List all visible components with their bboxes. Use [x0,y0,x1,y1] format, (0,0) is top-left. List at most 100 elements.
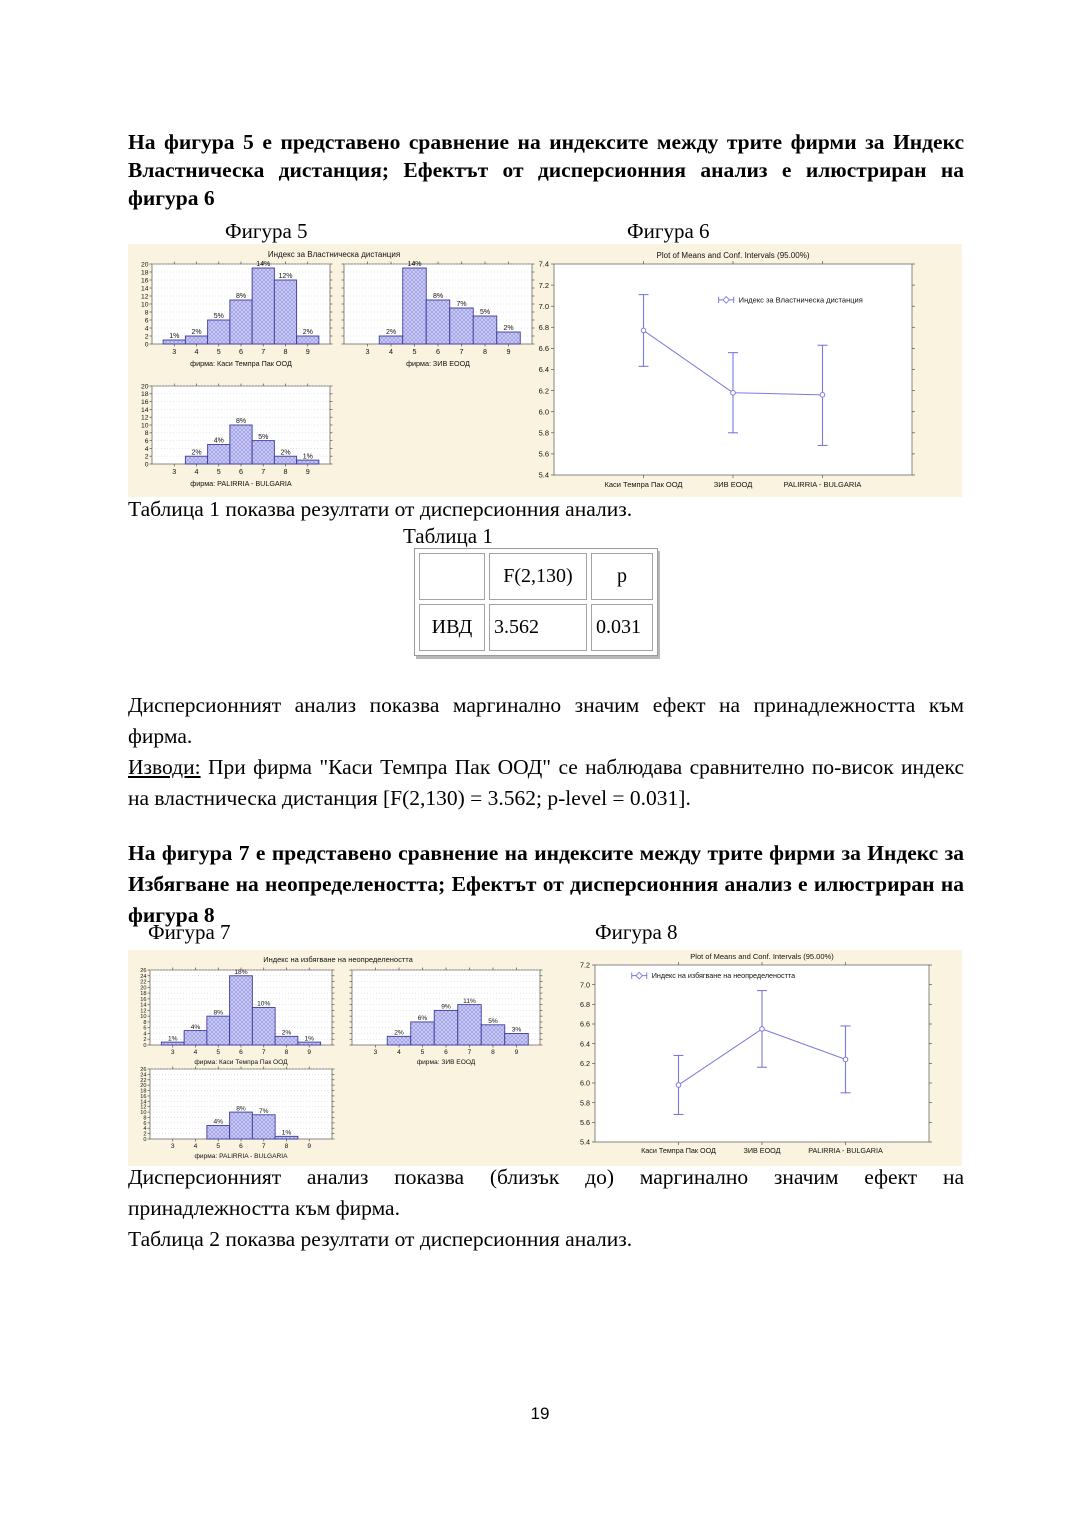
svg-text:12%: 12% [278,273,292,280]
svg-text:20: 20 [140,1083,146,1089]
svg-text:4: 4 [145,325,149,332]
svg-text:6: 6 [239,1049,243,1056]
svg-text:3: 3 [172,467,176,476]
svg-text:6.2: 6.2 [580,1059,590,1068]
svg-text:12: 12 [140,1105,146,1111]
svg-text:6: 6 [436,347,440,356]
figure6-means-plot-chart: Plot of Means and Conf. Intervals (95.00… [539,251,915,489]
section1-conclusions: Изводи: При фирма "Каси Темпра Пак ООД" … [128,752,964,814]
figure5-caption: Фигура 5 [225,219,308,243]
svg-text:6.6: 6.6 [580,1020,590,1029]
svg-text:9: 9 [507,347,511,356]
svg-text:22: 22 [140,1078,146,1084]
svg-text:6.4: 6.4 [539,365,549,374]
section2-heading: На фигура 7 е представено сравнение на и… [128,841,964,927]
svg-text:18: 18 [141,391,149,398]
svg-text:7.2: 7.2 [580,961,590,970]
svg-text:1%: 1% [282,1130,292,1137]
figure8-caption: Фигура 8 [595,920,678,944]
svg-text:8: 8 [143,1115,146,1121]
page-number: 19 [530,1404,550,1423]
svg-text:5%: 5% [214,313,224,320]
svg-text:8: 8 [285,1049,289,1056]
svg-text:5: 5 [413,347,417,356]
svg-text:Каси Темпра Пак ООД: Каси Темпра Пак ООД [604,480,682,489]
svg-text:4: 4 [143,1031,146,1037]
svg-text:PALIRRIA - BULGARIA: PALIRRIA - BULGARIA [784,480,862,489]
svg-text:7.2: 7.2 [539,281,549,290]
svg-text:7: 7 [460,347,464,356]
svg-text:4: 4 [397,1049,401,1056]
svg-text:7%: 7% [259,1108,269,1115]
svg-text:0: 0 [143,1043,146,1049]
svg-text:6: 6 [239,347,243,356]
svg-text:5: 5 [216,1143,220,1150]
table2-intro-text: Таблица 2 показва резултати от дисперсио… [128,1227,633,1251]
svg-text:14: 14 [141,407,149,414]
svg-text:2%: 2% [191,329,201,336]
svg-text:Индекс за Властническа дистанц: Индекс за Властническа дистанция [268,250,400,259]
svg-text:6: 6 [145,317,149,324]
svg-text:0: 0 [143,1137,146,1143]
svg-text:6.8: 6.8 [539,323,549,332]
svg-text:5: 5 [217,467,221,476]
svg-text:фирма: PALIRRIA - BULGARIA: фирма: PALIRRIA - BULGARIA [194,1153,288,1160]
svg-text:4%: 4% [213,1119,223,1126]
svg-text:20: 20 [141,261,149,268]
svg-text:18: 18 [141,269,149,276]
svg-text:12: 12 [141,415,149,422]
figure6-caption: Фигура 6 [627,219,710,243]
svg-text:5.6: 5.6 [580,1118,590,1127]
svg-text:7%: 7% [456,301,466,308]
svg-text:2%: 2% [280,449,290,456]
svg-text:фирма: ЗИВ ЕООД: фирма: ЗИВ ЕООД [417,1059,476,1066]
svg-text:8: 8 [143,1020,146,1026]
svg-text:9%: 9% [441,1004,451,1011]
table-cell-label: ИВД [419,604,485,651]
svg-text:Каси Темпра Пак ООД: Каси Темпра Пак ООД [641,1146,716,1155]
svg-text:14: 14 [141,285,149,292]
svg-text:7: 7 [261,467,265,476]
svg-text:9: 9 [307,1049,311,1056]
section2-analysis-text: Дисперсионният анализ показва (близък до… [128,1165,964,1220]
table1-caption: Таблица 1 [403,524,493,548]
svg-text:6: 6 [239,467,243,476]
svg-text:6: 6 [143,1026,146,1032]
table-header-cell-p: p [591,553,653,600]
svg-text:5%: 5% [488,1018,498,1025]
svg-text:3: 3 [172,347,176,356]
svg-text:7: 7 [262,1143,266,1150]
svg-text:7: 7 [261,347,265,356]
svg-text:1%: 1% [168,1035,178,1042]
svg-text:Plot of Means and Conf. Interv: Plot of Means and Conf. Intervals (95.00… [690,952,834,961]
svg-text:14: 14 [140,1003,146,1009]
svg-text:26: 26 [140,1067,146,1073]
svg-text:ЗИВ ЕООД: ЗИВ ЕООД [714,480,753,489]
svg-text:2%: 2% [503,325,513,332]
svg-text:5: 5 [421,1049,425,1056]
svg-text:4: 4 [145,446,149,453]
svg-text:6: 6 [145,438,149,445]
svg-text:7: 7 [262,1049,266,1056]
svg-text:5.6: 5.6 [539,450,549,459]
svg-text:8: 8 [285,1143,289,1150]
svg-text:14%: 14% [407,261,421,268]
svg-text:18: 18 [140,1089,146,1095]
svg-text:9: 9 [515,1049,519,1056]
section1-analysis-text: Дисперсионният анализ показва маргинално… [128,693,964,748]
figure7-caption: Фигура 7 [148,920,231,944]
svg-text:6.6: 6.6 [539,344,549,353]
anova-table-1: F(2,130) p ИВД 3.562 0.031 [414,548,658,656]
svg-text:10: 10 [141,422,149,429]
svg-text:5: 5 [217,347,221,356]
svg-text:10: 10 [140,1014,146,1020]
svg-text:5%: 5% [480,309,490,316]
svg-text:24: 24 [140,1072,146,1078]
svg-text:1%: 1% [303,453,313,460]
svg-text:8%: 8% [433,293,443,300]
svg-text:9: 9 [307,1143,311,1150]
svg-text:3: 3 [171,1049,175,1056]
svg-text:20: 20 [140,985,146,991]
svg-text:12: 12 [141,293,149,300]
svg-text:7.4: 7.4 [539,260,549,269]
